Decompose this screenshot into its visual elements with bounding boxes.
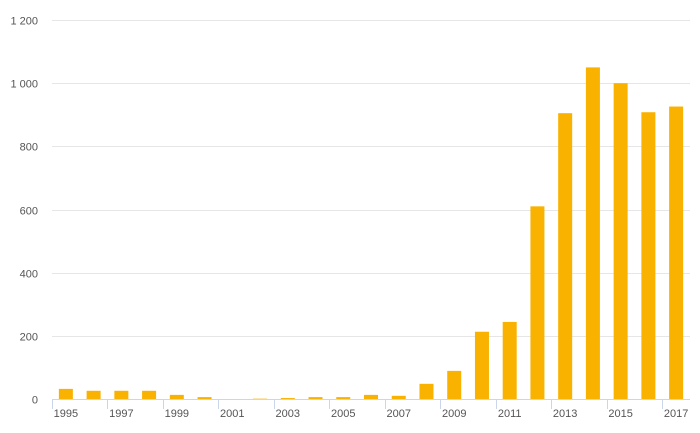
bar-2013 (558, 113, 573, 400)
bar-1999 (169, 394, 184, 399)
y-tick-label: 600 (20, 206, 38, 218)
x-tick-label: 2003 (276, 408, 300, 420)
x-tick-label: 2001 (220, 408, 244, 420)
bar-2017 (669, 106, 684, 399)
x-axis (52, 399, 690, 409)
bar-2016 (641, 112, 656, 399)
bar-1997 (114, 390, 129, 399)
bar-2005 (336, 397, 351, 399)
bar-1998 (142, 390, 157, 399)
bar-2000 (197, 397, 212, 399)
x-tick-label: 2009 (442, 408, 466, 420)
bar-2003 (280, 398, 295, 399)
x-tick-label: 1997 (109, 408, 133, 420)
bar-2010 (474, 331, 489, 399)
bar-2006 (364, 394, 378, 399)
bars (58, 67, 684, 400)
bar-2011 (502, 321, 517, 399)
bar-2015 (613, 83, 628, 400)
gridlines (52, 20, 690, 337)
y-tick-label: 400 (20, 269, 38, 281)
x-tick-label: 2017 (664, 408, 688, 420)
y-tick-label: 1 200 (10, 16, 38, 28)
y-tick-label: 1 000 (10, 79, 38, 91)
bar-1996 (86, 390, 101, 399)
bar-1995 (58, 388, 73, 399)
bar-2014 (585, 67, 600, 400)
x-axis-labels: 1995 1997 1999 2001 2003 2005 2007 2009 2011 2013… (54, 408, 689, 420)
x-tick-label: 2015 (608, 408, 632, 420)
x-tick-label: 2013 (553, 408, 577, 420)
y-tick-label: 200 (20, 332, 38, 344)
bar-2004 (308, 397, 323, 399)
bar-2007 (391, 395, 406, 399)
bar-2009 (447, 370, 462, 399)
bar-2012 (530, 206, 545, 399)
x-tick-label: 1999 (165, 408, 189, 420)
y-axis-labels: 0 200 400 600 800 1 000 1 200 (10, 16, 38, 407)
bar-2008 (419, 383, 434, 399)
y-tick-label: 800 (20, 142, 38, 154)
x-tick-label: 2007 (386, 408, 410, 420)
x-tick-label: 2005 (331, 408, 355, 420)
x-tick-label: 2011 (498, 408, 522, 420)
y-tick-label: 0 (32, 395, 38, 407)
x-tick-label: 1995 (54, 408, 78, 420)
